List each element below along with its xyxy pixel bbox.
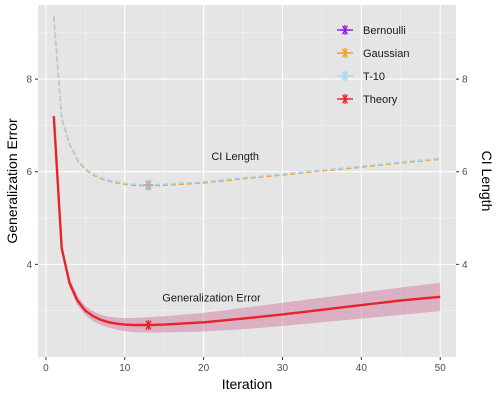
y-right-tick-label: 6	[462, 167, 468, 178]
legend-label: Theory	[363, 94, 398, 106]
y-right-axis-title: CI Length	[479, 151, 495, 212]
legend-key-asterisk	[340, 71, 350, 81]
x-tick-label: 20	[198, 363, 210, 374]
x-tick-label: 50	[435, 363, 447, 374]
annotation-label: CI Length	[211, 151, 259, 163]
y-left-axis-title: Generalization Error	[4, 118, 20, 244]
x-tick-label: 40	[356, 363, 368, 374]
marker-layer	[143, 179, 154, 331]
legend-key-asterisk	[340, 25, 350, 35]
legend-label: Gaussian	[363, 48, 409, 60]
series-line-theory	[52, 116, 441, 327]
legend-item-bernoulli: Bernoulli	[337, 25, 406, 37]
x-tick-label: 0	[43, 363, 49, 374]
theory-ci-band	[53, 111, 441, 333]
series-layer	[52, 15, 441, 327]
ci-band-layer	[53, 111, 441, 333]
y-right-tick-label: 8	[462, 75, 468, 86]
marker-theory	[143, 320, 154, 331]
annotation-label: Generalization Error	[162, 292, 261, 304]
marker-t-10	[143, 179, 154, 190]
y-right-tick-label: 4	[462, 260, 468, 271]
legend-label: Bernoulli	[363, 25, 406, 37]
y-left-tick-label: 4	[26, 260, 32, 271]
x-tick-label: 10	[119, 363, 131, 374]
legend-key-asterisk	[340, 94, 350, 104]
legend-item-t-10: T-10	[337, 71, 385, 83]
annotation-layer: CI Length Generalization Error	[162, 151, 261, 304]
y-left-tick-label: 6	[26, 167, 32, 178]
y-left-tick-label: 8	[26, 75, 32, 86]
gridlines	[38, 5, 456, 357]
legend-item-gaussian: Gaussian	[337, 48, 409, 60]
series-line-gaussian	[53, 16, 441, 187]
axes-layer: 0 10 20 30 40 50 4 6 8 4 6 8 Iteration Generalization…	[4, 75, 495, 392]
legend-label: T-10	[363, 71, 385, 83]
x-tick-label: 30	[277, 363, 289, 374]
x-axis-title: Iteration	[222, 376, 273, 392]
series-line-t-10	[53, 15, 441, 186]
legend-key-asterisk	[340, 48, 350, 58]
legend-item-theory: Theory	[337, 94, 398, 106]
legend: Bernoulli Gaussian T-10 Theory	[337, 25, 409, 106]
